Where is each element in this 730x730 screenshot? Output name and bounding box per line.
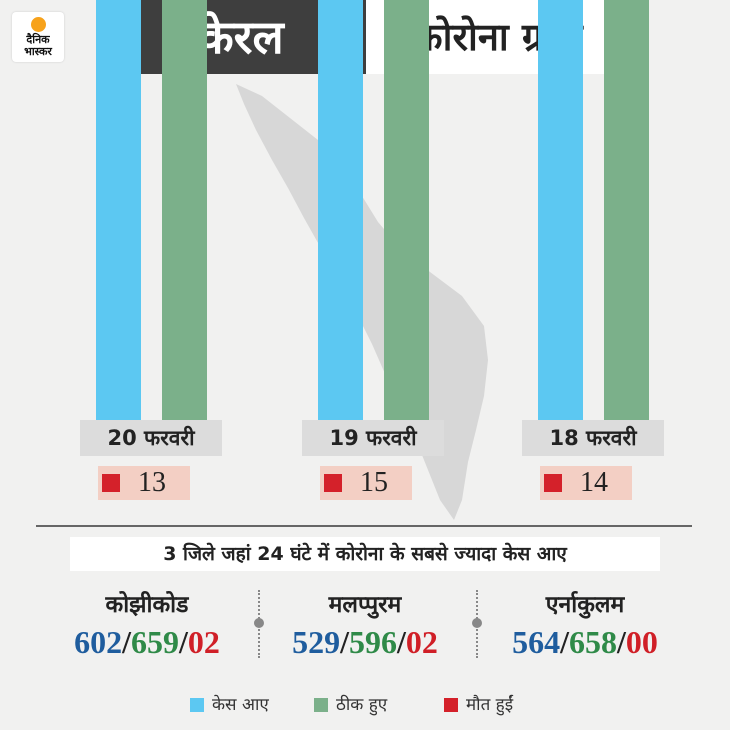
district-separator [254,590,264,658]
bar-chart: 4,6505,8414,5054,8544,5845,193 [96,0,649,520]
district-stats: 529/596/02 [292,624,438,660]
bar-recovered [384,0,429,428]
districts-subtitle: 3 जिले जहां 24 घंटे में कोरोना के सबसे ज… [70,537,660,571]
death-marker-icon [324,474,342,492]
divider-line [36,525,692,527]
death-count: 15 [360,467,388,498]
death-count-box: 13 [98,466,190,500]
district-separator [472,590,482,658]
death-count-box: 14 [540,466,632,500]
death-marker-icon [544,474,562,492]
category-label: 20 फरवरी [80,420,222,456]
bar-cases [96,0,141,428]
district-name: एर्नाकुलम [545,592,625,618]
death-marker-icon [102,474,120,492]
district-stats: 602/659/02 [74,624,220,660]
district-malappuram: मलप्पुरम 529/596/02 [250,588,480,662]
legend-label: ठीक हुए [336,695,388,715]
legend-swatch [444,698,458,712]
sun-icon [31,17,46,32]
legend-label: मौत हुईं [466,695,514,715]
death-count-box: 15 [320,466,412,500]
category-label: 19 फरवरी [302,420,444,456]
death-count: 14 [580,467,608,498]
bar-recovered [162,0,207,428]
legend-label: केस आए [212,695,269,715]
district-ernakulam: एर्नाकुलम 564/658/00 [470,588,700,662]
district-name: मलप्पुरम [328,592,402,618]
district-stats: 564/658/00 [512,624,658,660]
bar-cases [318,0,363,428]
district-kozhikode: कोझीकोड 602/659/02 [32,588,262,662]
death-count: 13 [138,467,166,498]
bar-recovered [604,0,649,428]
brand-logo: दैनिक भास्कर [12,12,64,62]
brand-line2: भास्कर [24,45,52,58]
legend-swatch [314,698,328,712]
category-label: 18 फरवरी [522,420,664,456]
district-name: कोझीकोड [105,592,189,618]
legend: केस आए ठीक हुए मौत हुईं [190,693,550,717]
bar-cases [538,0,583,428]
brand-line1: दैनिक [26,33,50,46]
legend-swatch [190,698,204,712]
